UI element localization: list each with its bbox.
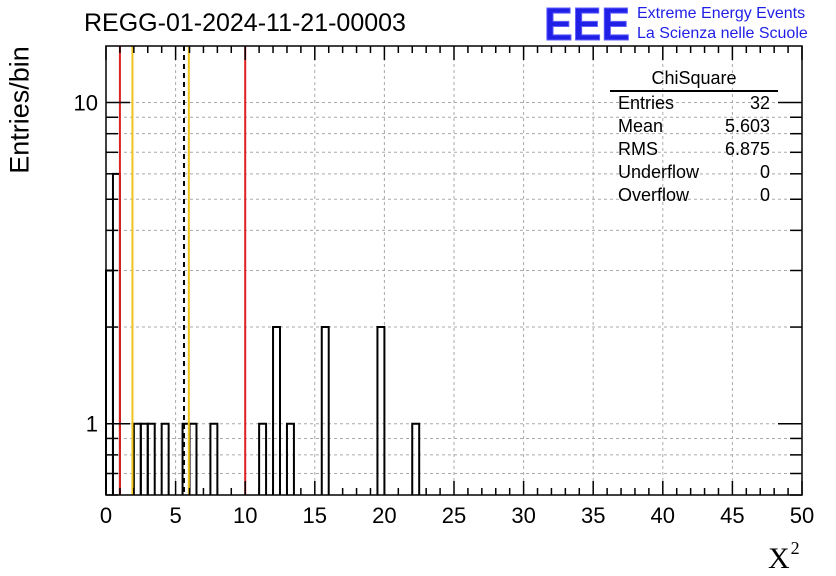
histogram-bar: [111, 172, 121, 495]
x-tick-label: 0: [100, 503, 112, 528]
histogram-bar: [139, 422, 149, 495]
x-tick-label: 25: [442, 503, 466, 528]
x-tick-label: 40: [651, 503, 675, 528]
x-axis-label-sup: 2: [790, 538, 800, 558]
stats-value: 0: [759, 185, 770, 205]
logo-line-1: Extreme Energy Events: [637, 5, 806, 22]
histogram-bar: [105, 269, 114, 495]
histogram-bar: [376, 326, 386, 495]
histogram-bar: [320, 326, 330, 495]
x-tick-label: 5: [169, 503, 181, 528]
stats-value: 32: [749, 93, 770, 113]
logo-line-2: La Scienza nelle Scuole: [637, 25, 808, 42]
stats-label: RMS: [618, 139, 658, 159]
stats-row: Underflow 0: [610, 161, 778, 184]
stats-value: 6.875: [724, 139, 770, 159]
x-tick-label: 20: [372, 503, 396, 528]
x-tick-label: 35: [581, 503, 605, 528]
histogram-bar: [411, 422, 421, 495]
x-axis-label: X2: [768, 538, 800, 576]
stats-row: Mean 5.603: [610, 115, 778, 138]
x-tick-label: 30: [511, 503, 535, 528]
histogram-bar: [285, 422, 295, 495]
x-tick-label: 10: [233, 503, 257, 528]
histogram-bar: [258, 422, 268, 495]
stats-label: Entries: [618, 93, 675, 113]
chart-title: REGG-01-2024-11-21-00003: [84, 9, 406, 37]
eee-logo: EEE: [544, 2, 630, 44]
x-tick-label: 15: [303, 503, 327, 528]
histogram-bar: [132, 422, 142, 495]
x-tick-label: 50: [790, 503, 814, 528]
stats-value: 5.603: [724, 116, 770, 136]
logo-caption: Extreme Energy Events La Scienza nelle S…: [637, 4, 808, 44]
stats-row: Entries 32: [610, 92, 778, 115]
stats-label: Mean: [618, 116, 664, 136]
x-tick-label: 45: [720, 503, 744, 528]
histogram-bar: [209, 422, 219, 495]
y-tick-label: 10: [74, 91, 98, 116]
histogram-bar: [160, 422, 170, 495]
stats-value: 0: [759, 162, 770, 182]
eee-logo-text: EEE: [544, 2, 630, 44]
stats-box: ChiSquare Entries 32 Mean 5.603 RMS 6.875 U…: [610, 66, 778, 207]
stats-row: Overflow 0: [610, 184, 778, 207]
histogram-bar: [272, 326, 281, 495]
stats-title: ChiSquare: [610, 66, 778, 92]
histogram-bar: [188, 422, 198, 495]
y-tick-label: 1: [86, 412, 98, 437]
x-axis-label-text: X: [768, 542, 790, 575]
stats-label: Underflow: [618, 162, 700, 182]
stats-row: RMS 6.875: [610, 138, 778, 161]
histogram-bar: [146, 422, 156, 495]
stats-label: Overflow: [618, 185, 690, 205]
